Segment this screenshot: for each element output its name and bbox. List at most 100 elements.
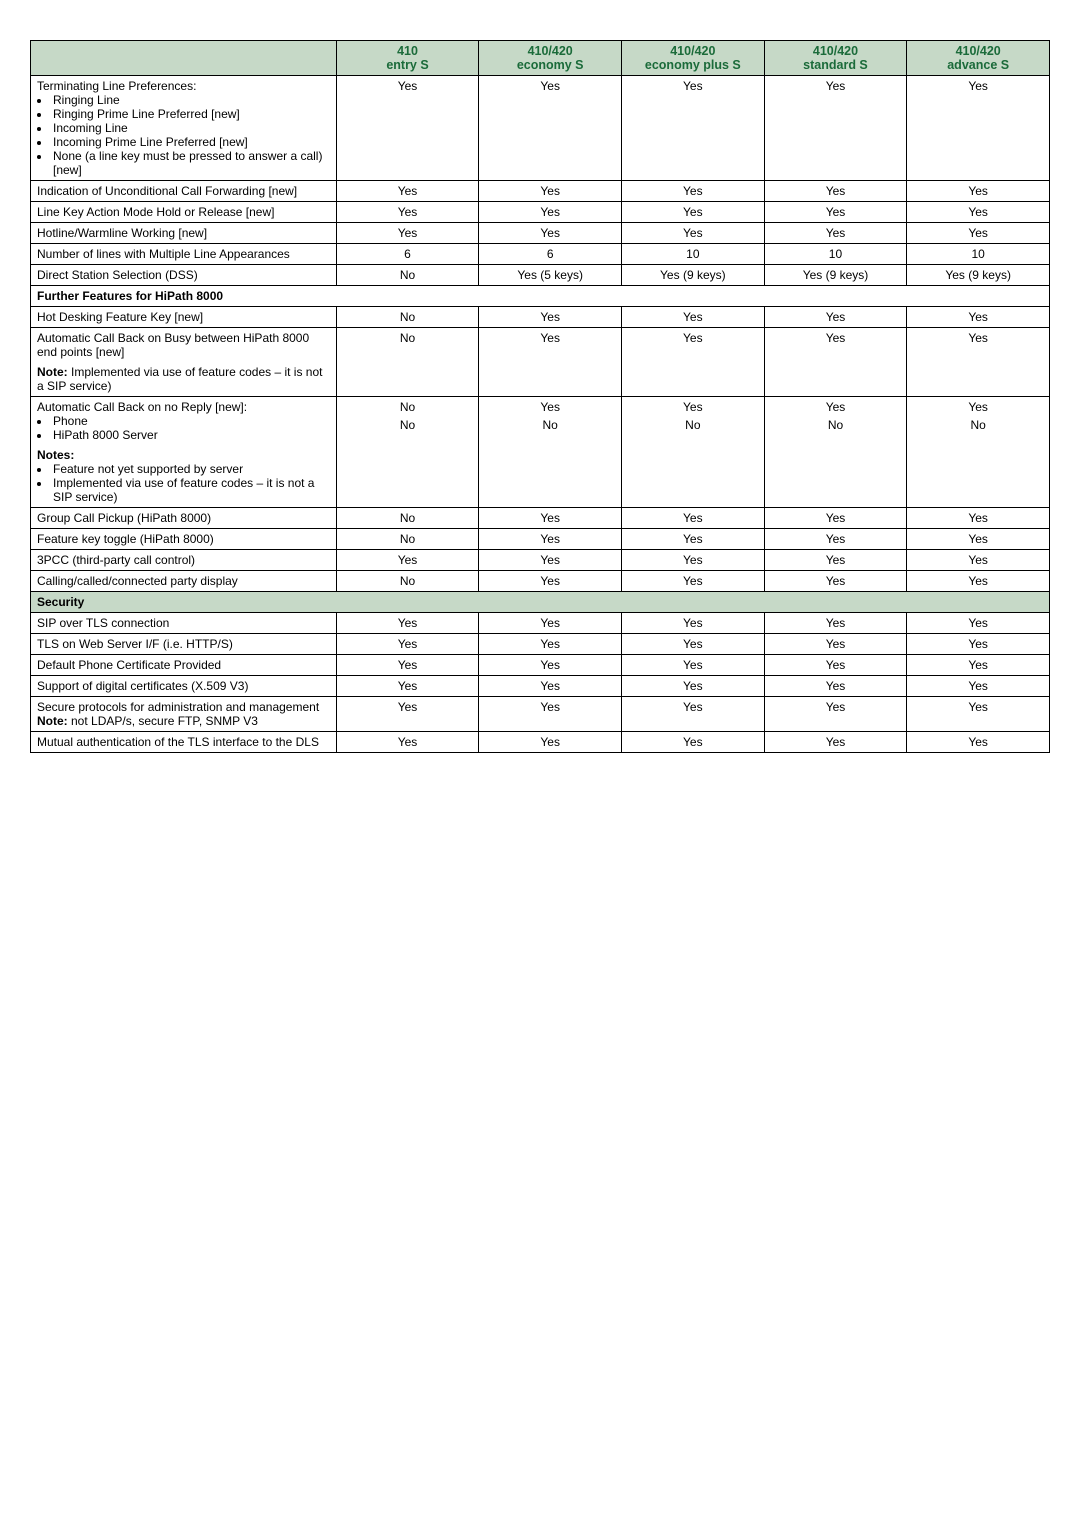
value-cell: No (336, 529, 479, 550)
table-header: 410 entry S 410/420 economy S 410/420 ec… (31, 41, 1050, 76)
stacked-value: Yes (485, 400, 615, 414)
feature-lead: Mutual authentication of the TLS interfa… (37, 735, 330, 749)
value-cell: Yes (336, 613, 479, 634)
value-cell: Yes (622, 571, 765, 592)
value-cell: YesNo (764, 397, 907, 508)
feature-lead: Number of lines with Multiple Line Appea… (37, 247, 330, 261)
table-row: Automatic Call Back on Busy between HiPa… (31, 328, 1050, 397)
value-cell: No (336, 328, 479, 397)
value-cell: Yes (622, 181, 765, 202)
feature-bullet-item: Phone (51, 414, 330, 428)
value-cell: Yes (907, 181, 1050, 202)
col-header-economy: 410/420 economy S (479, 41, 622, 76)
value-cell: Yes (336, 655, 479, 676)
value-cell: Yes (622, 508, 765, 529)
value-cell: Yes (479, 655, 622, 676)
value-cell: Yes (336, 676, 479, 697)
feature-bullet-item: Ringing Prime Line Preferred [new] (51, 107, 330, 121)
feature-cell: Default Phone Certificate Provided (31, 655, 337, 676)
value-cell: Yes (9 keys) (907, 265, 1050, 286)
feature-cell: Secure protocols for administration and … (31, 697, 337, 732)
table-row: Line Key Action Mode Hold or Release [ne… (31, 202, 1050, 223)
feature-lead: TLS on Web Server I/F (i.e. HTTP/S) (37, 637, 330, 651)
value-cell: Yes (907, 508, 1050, 529)
value-cell: Yes (907, 328, 1050, 397)
value-cell: Yes (479, 732, 622, 753)
value-cell: Yes No (479, 397, 622, 508)
value-cell: Yes (764, 508, 907, 529)
feature-lead: Indication of Unconditional Call Forward… (37, 184, 330, 198)
feature-lead: SIP over TLS connection (37, 616, 330, 630)
feature-lead: Terminating Line Preferences: (37, 79, 330, 93)
feature-bullet-item: Incoming Line (51, 121, 330, 135)
feature-cell: Group Call Pickup (HiPath 8000) (31, 508, 337, 529)
value-cell: Yes (479, 676, 622, 697)
value-cell: Yes (907, 571, 1050, 592)
value-cell: Yes (907, 732, 1050, 753)
value-cell: Yes (479, 571, 622, 592)
stacked-value: No (628, 418, 758, 432)
value-cell: Yes (907, 550, 1050, 571)
value-cell: Yes (764, 571, 907, 592)
value-cell: Yes (907, 307, 1050, 328)
value-cell: Yes (622, 223, 765, 244)
table-row: TLS on Web Server I/F (i.e. HTTP/S) Yes Ye… (31, 634, 1050, 655)
value-cell: Yes (479, 508, 622, 529)
value-cell: Yes (5 keys) (479, 265, 622, 286)
value-cell: Yes (907, 223, 1050, 244)
table-row: Secure protocols for administration and … (31, 697, 1050, 732)
value-cell: Yes (907, 655, 1050, 676)
feature-lead: Direct Station Selection (DSS) (37, 268, 330, 282)
value-cell: Yes (622, 613, 765, 634)
table-row: Hot Desking Feature Key [new]NoYesYesYes… (31, 307, 1050, 328)
value-cell: Yes (764, 732, 907, 753)
feature-cell: Hotline/Warmline Working [new] (31, 223, 337, 244)
feature-cell: Feature key toggle (HiPath 8000) (31, 529, 337, 550)
stacked-value: No (485, 418, 615, 432)
stacked-value: No (771, 418, 901, 432)
feature-lead: Support of digital certificates (X.509 V… (37, 679, 330, 693)
table-row: Terminating Line Preferences:Ringing Lin… (31, 76, 1050, 181)
value-cell: Yes (479, 307, 622, 328)
value-cell: Yes (479, 529, 622, 550)
feature-bullet-item: HiPath 8000 Server (51, 428, 330, 442)
feature-lead: Group Call Pickup (HiPath 8000) (37, 511, 330, 525)
value-cell: Yes (336, 732, 479, 753)
value-cell: Yes (622, 634, 765, 655)
feature-note: Note: Implemented via use of feature cod… (37, 365, 330, 393)
value-cell: Yes (622, 202, 765, 223)
value-cell: 6 (479, 244, 622, 265)
value-cell: 10 (764, 244, 907, 265)
value-cell: Yes (907, 634, 1050, 655)
feature-bullet-item: Ringing Line (51, 93, 330, 107)
table-body: Terminating Line Preferences:Ringing Lin… (31, 76, 1050, 753)
value-cell: Yes (336, 697, 479, 732)
feature-cell: Mutual authentication of the TLS interfa… (31, 732, 337, 753)
value-cell: Yes (9 keys) (622, 265, 765, 286)
feature-notes-bullet-item: Feature not yet supported by server (51, 462, 330, 476)
value-cell: Yes (907, 613, 1050, 634)
value-cell: Yes (764, 202, 907, 223)
value-cell: No (336, 571, 479, 592)
feature-cell: Direct Station Selection (DSS) (31, 265, 337, 286)
value-cell: Yes (622, 328, 765, 397)
col-header-entry: 410 entry S (336, 41, 479, 76)
value-cell: Yes (622, 529, 765, 550)
feature-cell: Automatic Call Back on no Reply [new]:Ph… (31, 397, 337, 508)
value-cell: Yes (336, 202, 479, 223)
value-cell: Yes (336, 634, 479, 655)
value-cell: Yes (622, 655, 765, 676)
feature-cell: Line Key Action Mode Hold or Release [ne… (31, 202, 337, 223)
value-cell: Yes (907, 676, 1050, 697)
table-row: Number of lines with Multiple Line Appea… (31, 244, 1050, 265)
feature-cell: Terminating Line Preferences:Ringing Lin… (31, 76, 337, 181)
value-cell: Yes (764, 76, 907, 181)
table-row: Automatic Call Back on no Reply [new]:Ph… (31, 397, 1050, 508)
table-row: Direct Station Selection (DSS)NoYes (5 k… (31, 265, 1050, 286)
subsection-row: Further Features for HiPath 8000 (31, 286, 1050, 307)
value-cell: Yes (764, 529, 907, 550)
table-row: Default Phone Certificate ProvidedYesYes… (31, 655, 1050, 676)
value-cell: Yes (622, 76, 765, 181)
feature-lead: Automatic Call Back on no Reply [new]: (37, 400, 330, 414)
feature-notes-label: Notes: (37, 448, 330, 462)
